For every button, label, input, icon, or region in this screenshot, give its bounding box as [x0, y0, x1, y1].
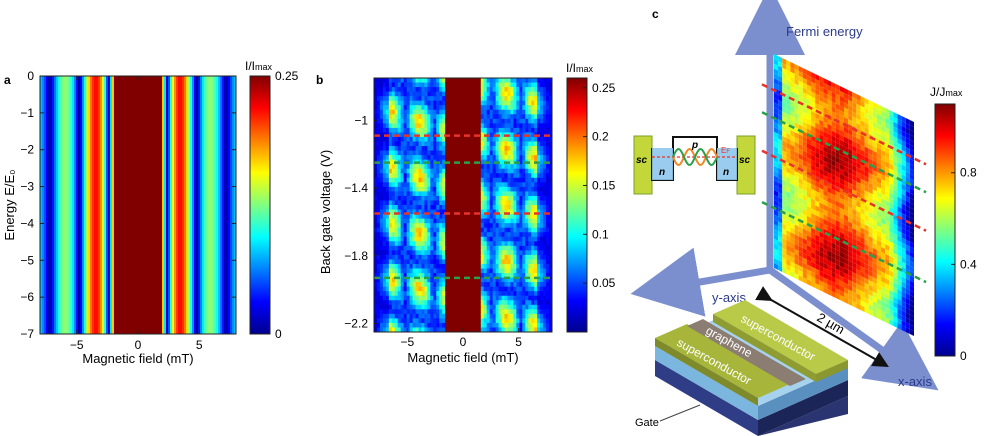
panel-b-xtick: 5 [515, 335, 522, 349]
current-map-dashed-line [761, 111, 927, 194]
panel-b-colorbar-tick: 0.2 [592, 130, 609, 144]
panel-c-colorbar: J/Jmax 0.8 0.4 0 [930, 85, 977, 363]
panel-a-colorbar-title: I/Imax [245, 59, 273, 73]
panel-b-ytick: −1.4 [344, 181, 368, 195]
panel-c-colorbar-tick: 0.4 [960, 257, 977, 271]
middle-region-label: p [691, 140, 698, 151]
panel-b-letter: b [316, 73, 323, 87]
panel-a-colorbar-tick: 0.25 [275, 69, 299, 83]
panel-b-colorbar-tick: 0.25 [592, 81, 616, 95]
panel-a-colorbar: I/Imax 0.25 0 [245, 59, 299, 341]
panel-a-ytick: −6 [20, 290, 34, 304]
panel-c-colorbar-tick: 0.8 [960, 166, 977, 180]
scale-bar [755, 286, 889, 367]
current-map-dashed-lines [761, 83, 927, 284]
panel-c-colorbar-tick: 0 [960, 349, 967, 363]
panel-a-xlabel: Magnetic field (mT) [82, 351, 193, 366]
right-region-label: n [723, 167, 729, 178]
y-axis-arrow [630, 247, 771, 317]
panel-a-xtick: −5 [70, 338, 84, 352]
device-gate-label: Gate [635, 417, 659, 429]
panel-b-axes: −5 0 5 −1 −1.4 −1.8 −2.2 [344, 113, 522, 349]
y-axis-label: y-axis [712, 290, 746, 305]
left-region-label: n [659, 167, 665, 178]
panel-a-heatmap [40, 76, 236, 334]
current-map-dashed-line [761, 83, 927, 166]
current-map-dashed-line [761, 149, 927, 232]
panel-a-ytick: 0 [27, 69, 34, 83]
bottom-superconductor [655, 324, 790, 398]
panel-b-colorbar-tick: 0.1 [592, 227, 609, 241]
panel-a-xtick: 5 [196, 338, 203, 352]
panel-a-ylabel: Energy E/E₀ [2, 169, 17, 240]
panel-b-ytick: −1.8 [344, 249, 368, 263]
top-superconductor [713, 300, 848, 374]
panel-b-ylabel: Back gate voltage (V) [318, 150, 333, 274]
panel-a-ytick: −4 [20, 216, 34, 230]
current-map-dashed-line [761, 200, 927, 284]
panel-c-colorbar-title: J/Jmax [930, 85, 963, 99]
panel-a-ytick: −2 [20, 143, 34, 157]
band-diagram-inset: sc sc n p n EF [633, 135, 756, 195]
panel-c-letter: c [652, 7, 659, 21]
panel-a-ytick: −7 [20, 327, 34, 341]
z-axis-label: Fermi energy [786, 24, 863, 39]
panel-a-ytick: −1 [20, 106, 34, 120]
panel-c: c Fermi energy y-axis x-axis 2 µm J/Jmax… [630, 0, 977, 436]
panel-b-xlabel: Magnetic field (mT) [407, 350, 518, 365]
panel-b-ytick: −2.2 [344, 317, 368, 331]
panel-b-xtick: −5 [401, 335, 415, 349]
x-axis-label: x-axis [898, 374, 932, 389]
panel-a-axes: −5 0 5 0 −1 −2 −3 −4 −5 −6 −7 [20, 69, 236, 352]
right-sc-label: sc [739, 155, 751, 166]
fermi-level-label: EF [721, 146, 730, 155]
graphene-layer [687, 319, 806, 386]
panel-a-colorbar-tick: 0 [275, 327, 282, 341]
panel-a-ytick: −3 [20, 180, 34, 194]
panel-b-colorbar: I/Imax 0.25 0.2 0.15 0.1 0.05 [566, 61, 616, 333]
panel-b-ytick: −1 [354, 113, 368, 127]
panel-b: b −5 0 5 −1 −1.4 −1.8 −2.2 Magnetic field (mT)… [316, 61, 616, 365]
panel-a-letter: a [4, 73, 11, 87]
panel-b-colorbar-tick: 0.15 [592, 178, 616, 192]
panel-b-colorbar-tick: 0.05 [592, 276, 616, 290]
left-sc-label: sc [636, 155, 648, 166]
wave-green [672, 148, 718, 166]
panel-b-xtick: 0 [460, 335, 467, 349]
panel-a: a −5 0 5 0 −1 −2 −3 −4 −5 −6 −7 Magnetic field (mT… [2, 59, 299, 366]
panel-b-colorbar-title: I/Imax [566, 61, 594, 75]
panel-a-ytick: −5 [20, 253, 34, 267]
panel-a-xtick: 0 [135, 338, 142, 352]
panel-b-heatmap [374, 78, 552, 332]
substrate-dark [655, 376, 848, 436]
device-schematic: superconductor graphene superconductor G… [635, 300, 848, 436]
current-density-map [774, 54, 914, 336]
